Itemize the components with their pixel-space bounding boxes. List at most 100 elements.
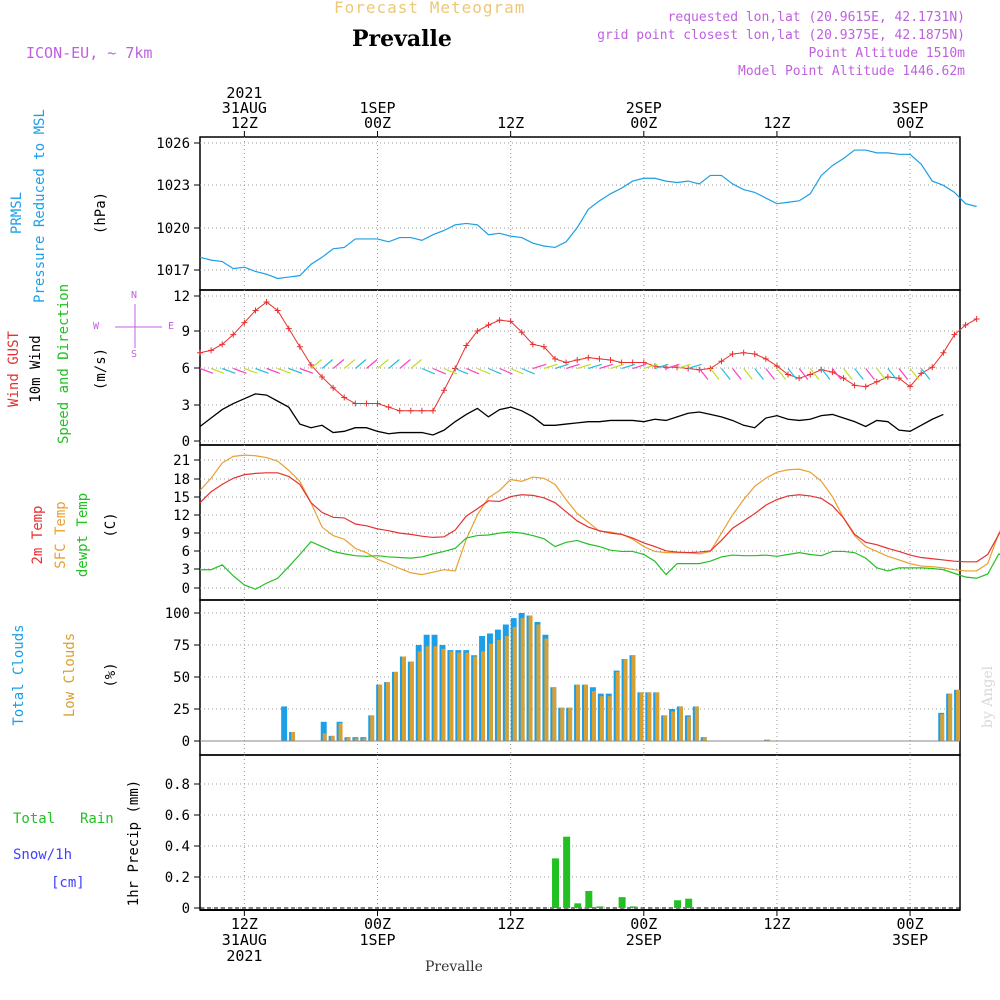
- wind-arrow: [854, 368, 864, 380]
- gust-line-marker: [463, 342, 470, 349]
- gust-line-marker: [895, 375, 902, 382]
- gust-line-marker: [773, 363, 780, 370]
- compass-cross-icon: [115, 304, 162, 348]
- wind-arrow: [610, 363, 625, 370]
- ytick-label: 0: [182, 581, 190, 597]
- xtick-top-label: 3SEP: [892, 99, 928, 117]
- wind-arrow: [654, 363, 669, 370]
- wind-arrow: [466, 367, 480, 375]
- low-cloud-bar: [940, 714, 945, 741]
- low-cloud-bar: [552, 687, 557, 741]
- wind-arrow: [454, 367, 469, 375]
- gust-line-marker: [718, 358, 725, 365]
- xtick-top-label: 00Z: [630, 114, 657, 132]
- wind-arrow: [887, 368, 898, 380]
- low-cloud-bar: [417, 651, 422, 741]
- rain-bar: [685, 898, 693, 908]
- wind-arrow: [787, 368, 798, 380]
- gust-line-marker: [352, 400, 359, 407]
- compass-e: E: [168, 321, 175, 332]
- gust-line-marker: [540, 343, 547, 350]
- wind-arrow: [565, 363, 580, 370]
- wind-arrow: [310, 359, 323, 369]
- ytick-label: 18: [173, 472, 190, 488]
- ytick-label: 6: [182, 544, 190, 560]
- xtick-top-label: 12Z: [497, 114, 524, 132]
- wind-arrow: [720, 368, 731, 380]
- wind-arrow: [754, 368, 764, 380]
- rain-bar: [574, 903, 582, 908]
- wind-arrow: [210, 367, 225, 374]
- model-altitude: Model Point Altitude 1446.62m: [738, 64, 965, 79]
- gust-line-marker: [474, 328, 481, 335]
- gust-line-marker: [962, 322, 969, 328]
- low-cloud-bar: [655, 692, 660, 741]
- gust-line-marker: [429, 407, 436, 414]
- low-cloud-bar: [378, 684, 383, 741]
- low-cloud-bar: [647, 692, 652, 741]
- xtick-bottom-label: 31AUG: [222, 931, 267, 949]
- low-cloud-bar: [473, 656, 478, 741]
- low-cloud-bar: [322, 733, 327, 741]
- gust-line-marker: [796, 375, 803, 382]
- low-cloud-bar: [694, 706, 699, 741]
- wind-arrow: [843, 368, 853, 380]
- gust-line-marker: [263, 299, 270, 306]
- xtick-bottom-label: 12Z: [763, 915, 790, 933]
- low-cloud-bar: [678, 706, 683, 741]
- low-cloud-bar: [528, 615, 533, 741]
- compass-w: W: [93, 321, 100, 332]
- low-cloud-bar: [686, 716, 691, 741]
- wind-arrow: [698, 368, 709, 380]
- point-altitude: Point Altitude 1510m: [808, 46, 965, 61]
- gust-line-marker: [507, 318, 514, 325]
- gust-line-marker: [940, 349, 947, 356]
- temp2m-line: [199, 472, 1000, 563]
- ytick-label: 1017: [156, 263, 190, 279]
- rain-bar: [563, 836, 571, 908]
- low-cloud-bar: [536, 624, 541, 741]
- rain-bar: [585, 890, 593, 908]
- gust-line-marker: [740, 349, 747, 356]
- gust-line-marker: [762, 355, 769, 362]
- xtick-bottom-label: 1SEP: [359, 931, 395, 949]
- wind-arrow: [277, 367, 292, 374]
- gust-line-marker: [418, 407, 425, 414]
- location-title: Prevalle: [352, 26, 452, 52]
- wind-arrow: [377, 359, 389, 369]
- gust-line-marker: [485, 322, 492, 328]
- wind-arrow: [266, 367, 280, 374]
- total-cloud-bar: [320, 721, 327, 741]
- ytick-label: 1026: [156, 136, 190, 152]
- xtick-bottom-label: 12Z: [497, 915, 524, 933]
- ytick-label: 3: [182, 562, 190, 578]
- low-cloud-bar: [671, 711, 676, 741]
- dewpt-line: [200, 531, 1000, 590]
- gust-line-marker: [230, 331, 237, 338]
- gust-line-marker: [851, 382, 858, 389]
- wind-arrow: [255, 367, 269, 374]
- ytick-label: 0.6: [165, 808, 190, 824]
- low-cloud-bar: [576, 684, 581, 741]
- ytick-label: 9: [182, 526, 190, 542]
- wind-arrow: [865, 368, 875, 380]
- gust-line-marker: [729, 351, 736, 357]
- wind-arrow: [554, 363, 569, 370]
- xtick-top-label: 00Z: [364, 114, 391, 132]
- wind-arrow: [488, 367, 502, 375]
- low-cloud-bar: [354, 738, 359, 741]
- gust-line-marker: [274, 307, 281, 314]
- low-cloud-bar: [393, 671, 398, 741]
- ytick-label: 100: [165, 606, 190, 622]
- ytick-label: 25: [173, 702, 190, 718]
- footer-label: Prevalle: [425, 959, 483, 975]
- low-cloud-bar: [449, 651, 454, 741]
- prmsl-line: [199, 149, 977, 280]
- ytick-label: 0.4: [165, 839, 190, 855]
- wind-arrow: [909, 368, 920, 380]
- wind-arrow: [199, 367, 214, 374]
- rain-bar: [552, 858, 560, 908]
- wind-arrow: [477, 367, 491, 375]
- low-cloud-bar: [948, 693, 953, 741]
